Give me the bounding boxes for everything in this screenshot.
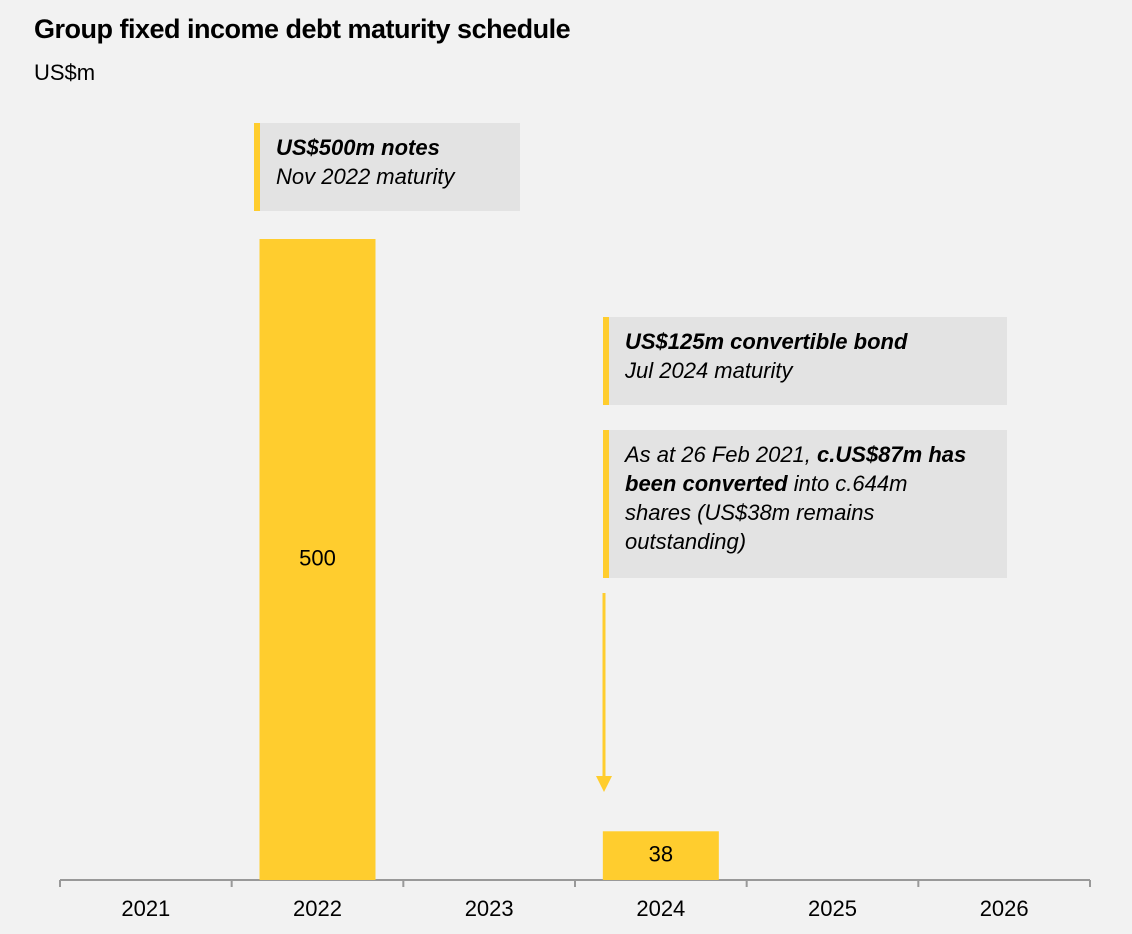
x-tick-label: 2025 xyxy=(808,896,857,921)
data-label: 500 xyxy=(299,545,336,570)
annotation-bold: c.US$87m has been converted xyxy=(625,442,967,496)
x-tick-label: 2022 xyxy=(293,896,342,921)
bar xyxy=(602,831,719,880)
annotation-text: As at 26 Feb 2021, xyxy=(625,442,818,467)
annotation-text: Nov 2022 maturity xyxy=(276,164,455,189)
chart-subtitle: US$m xyxy=(34,60,96,85)
chart-title: Group fixed income debt maturity schedul… xyxy=(34,14,571,44)
arrow-head xyxy=(596,776,612,792)
x-tick-label: 2023 xyxy=(465,896,514,921)
annotation-text: Jul 2024 maturity xyxy=(625,358,793,383)
annotation-text: into c.644m shares (US$38m remains outst… xyxy=(625,471,908,554)
x-tick-label: 2021 xyxy=(121,896,170,921)
data-label: 38 xyxy=(649,841,673,866)
annotation-title: US$125m convertible bond xyxy=(625,329,908,354)
annotation: As at 26 Feb 2021, c.US$87m has been con… xyxy=(603,430,1007,578)
bar xyxy=(259,239,376,880)
x-tick-label: 2026 xyxy=(980,896,1029,921)
annotation-title: US$500m notes xyxy=(276,135,440,160)
x-tick-label: 2024 xyxy=(636,896,685,921)
annotation: US$500m notes Nov 2022 maturity xyxy=(254,123,520,211)
annotation: US$125m convertible bond Jul 2024 maturi… xyxy=(603,317,1007,405)
